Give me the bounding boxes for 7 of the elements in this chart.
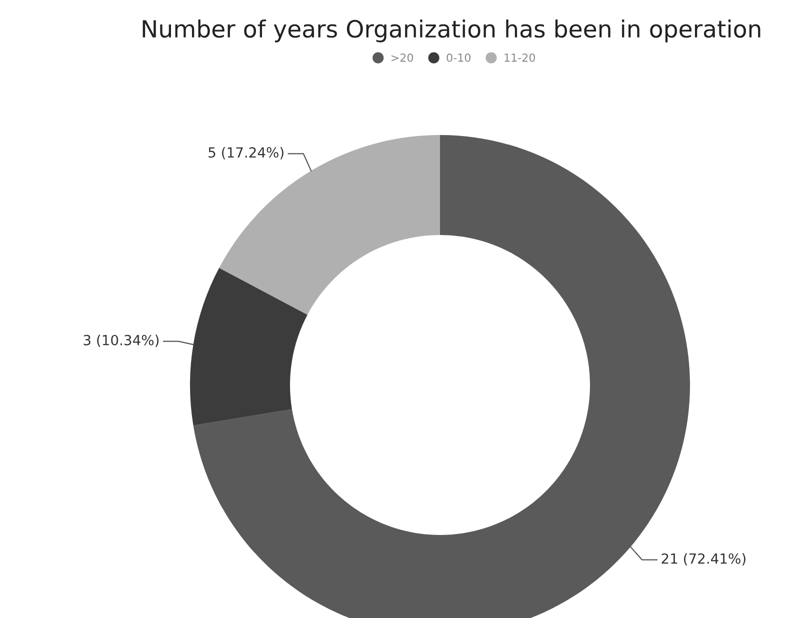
data-label: 5 (17.24%) [208,146,284,160]
legend-label: 0-10 [446,53,470,62]
data-label: 3 (10.34%) [84,334,159,347]
data-label: 21 (72.41%) [662,553,746,566]
chart-title: Number of years Organization has been in operation [142,19,760,42]
legend-label: >20 [392,53,414,62]
legend-label: 11-20 [504,53,535,62]
